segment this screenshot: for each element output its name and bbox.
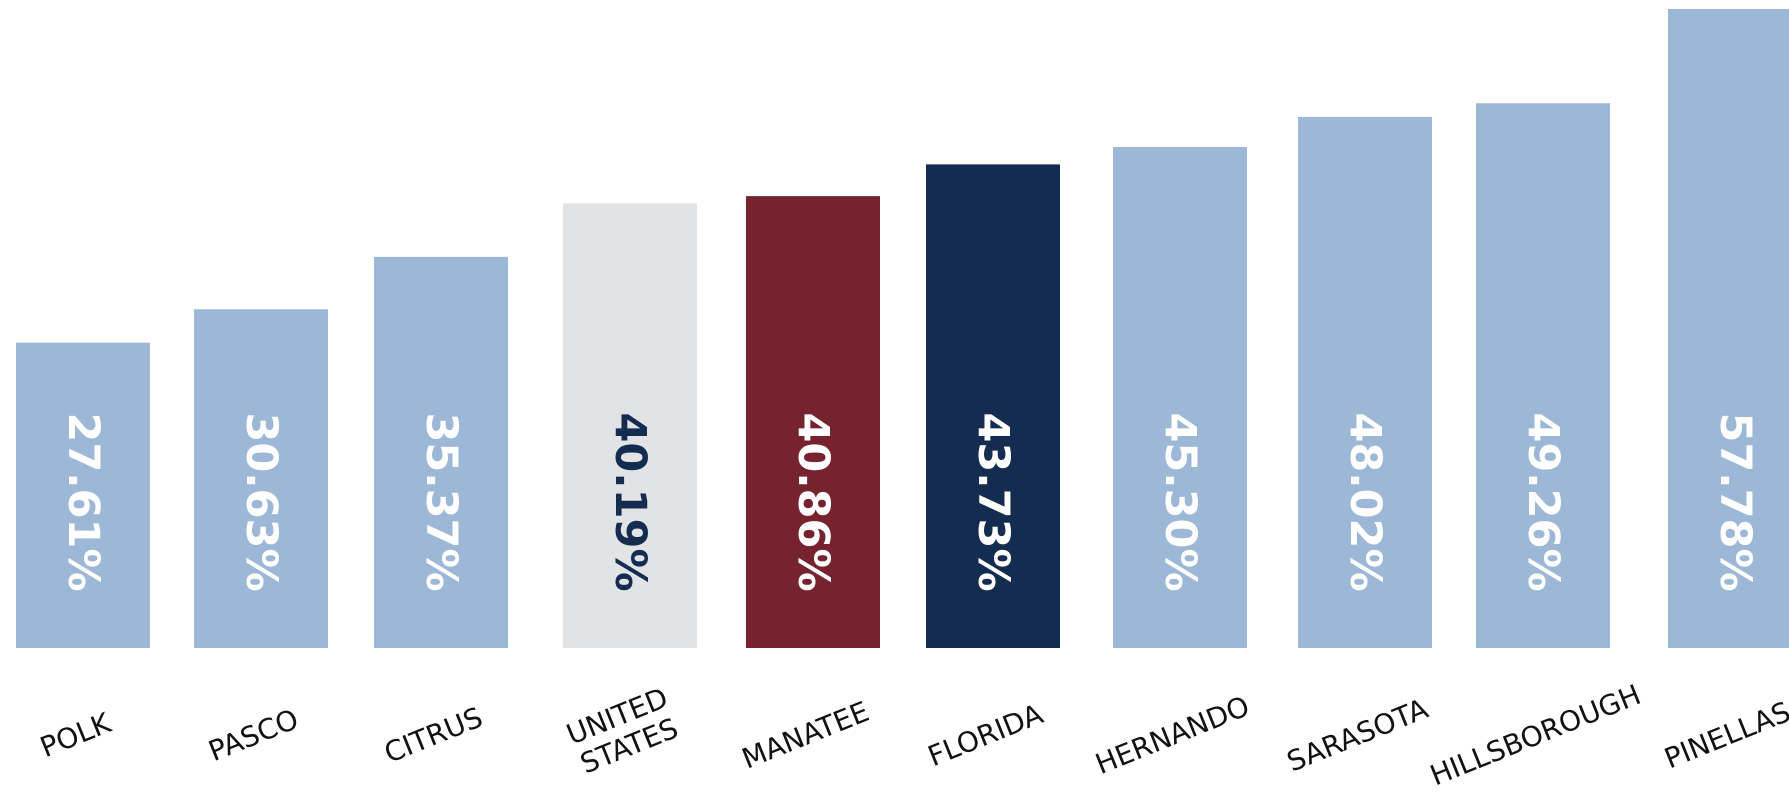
bar-florida bbox=[926, 164, 1060, 648]
category-label-united-states: UNITEDSTATES bbox=[562, 681, 685, 781]
category-label-pasco: PASCO bbox=[204, 702, 303, 768]
value-label-manatee: 40.86% bbox=[788, 412, 838, 591]
category-label-hernando: HERNANDO bbox=[1091, 689, 1254, 781]
value-label-sarasota: 48.02% bbox=[1340, 412, 1390, 591]
category-label-polk: POLK bbox=[35, 706, 116, 764]
value-label-hernando: 45.30% bbox=[1155, 412, 1205, 591]
category-label-line: HERNANDO bbox=[1091, 689, 1254, 781]
value-label-united-states: 40.19% bbox=[605, 412, 655, 591]
bar-united-states bbox=[563, 203, 697, 648]
category-label-hillsborough: HILLSBOROUGH bbox=[1426, 678, 1646, 792]
value-label-polk: 27.61% bbox=[58, 412, 108, 591]
category-label-line: FLORIDA bbox=[923, 697, 1047, 773]
category-label-manatee: MANATEE bbox=[737, 695, 873, 776]
value-label-hillsborough: 49.26% bbox=[1518, 412, 1568, 591]
bar-citrus bbox=[374, 256, 508, 648]
bar-manatee bbox=[746, 196, 880, 648]
category-label-line: MANATEE bbox=[737, 695, 873, 776]
category-label-line: PASCO bbox=[204, 702, 303, 768]
category-label-citrus: CITRUS bbox=[380, 701, 488, 770]
category-label-florida: FLORIDA bbox=[923, 697, 1047, 773]
bar-pasco bbox=[194, 309, 328, 648]
bars-group bbox=[16, 9, 1789, 649]
bar-hillsborough bbox=[1476, 103, 1610, 648]
value-label-pinellas: 57.78% bbox=[1710, 412, 1760, 591]
category-label-line: HILLSBOROUGH bbox=[1426, 678, 1646, 792]
bar-pinellas bbox=[1668, 9, 1789, 648]
category-label-sarasota: SARASOTA bbox=[1282, 692, 1432, 778]
bar-sarasota bbox=[1298, 116, 1432, 649]
value-labels-group: 27.61% 30.63% 35.37% 40.19% 40.86% 43.73% 45.3… bbox=[58, 412, 1760, 591]
bar-hernando bbox=[1113, 147, 1247, 649]
category-label-line: PINELLAS bbox=[1660, 695, 1789, 775]
category-label-pinellas: PINELLAS bbox=[1660, 695, 1789, 775]
value-label-florida: 43.73% bbox=[968, 412, 1018, 591]
value-label-citrus: 35.37% bbox=[416, 412, 466, 591]
bar-polk bbox=[16, 342, 150, 648]
category-labels-group: POLK PASCO CITRUS UNITEDSTATES MANATEE FLORID… bbox=[35, 678, 1789, 792]
category-label-line: CITRUS bbox=[380, 701, 488, 770]
category-label-line: POLK bbox=[35, 706, 116, 764]
category-label-line: SARASOTA bbox=[1282, 692, 1432, 778]
value-label-pasco: 30.63% bbox=[236, 412, 286, 591]
